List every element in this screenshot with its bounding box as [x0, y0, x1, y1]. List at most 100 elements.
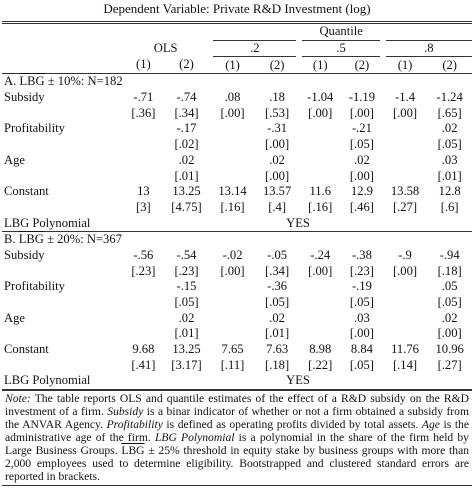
empty-cell — [2, 23, 124, 41]
empty-cell — [2, 168, 124, 184]
empty-cell — [2, 137, 124, 153]
standard-error: [3] — [136, 199, 151, 214]
empty-cell — [383, 137, 428, 153]
note-segment: Profitability — [106, 417, 163, 431]
panel-label: B. LBG ± 20%: N=367 — [2, 230, 472, 248]
empty-cell — [299, 168, 341, 184]
coefficient: -.02 — [222, 247, 243, 262]
row-name: LBG Polynomial — [2, 215, 124, 232]
column-number: (1) — [124, 56, 163, 75]
polynomial-value: YES — [124, 373, 472, 390]
empty-cell — [299, 326, 341, 342]
empty-cell — [2, 40, 124, 57]
standard-error: [.02] — [174, 137, 199, 152]
coefficient: -1.19 — [348, 90, 376, 105]
coefficient: -.56 — [133, 247, 154, 262]
empty-cell — [383, 326, 428, 342]
panel-label-row: B. LBG ± 20%: N=367 — [2, 230, 472, 248]
coefficient: 7.65 — [221, 342, 244, 357]
row-name: Constant — [4, 342, 49, 357]
standard-error: [.00] — [220, 263, 245, 278]
empty-cell — [210, 279, 255, 295]
coefficient-row: Profitability -.15 -.36 -.19 .05 — [2, 279, 472, 295]
standard-error-row: [.01] [.00] [.00] [.01] — [2, 168, 472, 184]
row-name: Constant — [4, 184, 49, 199]
standard-error: [.05] — [349, 357, 374, 372]
empty-cell — [210, 326, 255, 342]
coefficient: .02 — [269, 152, 285, 167]
coefficient: 13.25 — [172, 342, 201, 357]
standard-error: [.11] — [220, 357, 245, 372]
standard-error: [.46] — [349, 199, 374, 214]
empty-cell — [299, 310, 341, 326]
panel-label-row: A. LBG ± 10%: N=182 — [2, 74, 472, 90]
note-segment: is defined as operating profits divided … — [162, 417, 422, 431]
standard-error: [.00] — [349, 168, 374, 183]
standard-error-row: [3] [4.75] [.16] [.4] [.16] [.46] [.27] [.6] — [2, 200, 472, 216]
standard-error: [3.17] — [171, 357, 202, 372]
panel-prefix: B. — [4, 232, 16, 247]
empty-cell — [124, 326, 163, 342]
note-segment: ± 25% threshold in equity stake by busin… — [5, 443, 470, 483]
row-name: Profitability — [4, 279, 65, 294]
coefficient: 13.14 — [218, 184, 247, 199]
empty-cell — [383, 279, 428, 295]
coefficient: .18 — [269, 90, 285, 105]
standard-error: [.34] — [174, 105, 199, 120]
coefficient: .03 — [441, 152, 458, 167]
coefficient: 12.8 — [438, 184, 461, 199]
coefficient: -.36 — [267, 279, 288, 294]
coefficient-row: Age .02 .02 .02 .03 — [2, 153, 472, 169]
panel-suffix: ± 20%: N=367 — [47, 232, 122, 247]
standard-error: [.00] — [392, 105, 418, 120]
standard-error: [.00] — [392, 263, 418, 278]
coefficient: .02 — [441, 310, 458, 325]
coefficient: -.71 — [133, 90, 154, 105]
coefficient: .02 — [269, 310, 285, 325]
empty-cell — [124, 137, 163, 153]
empty-cell — [383, 168, 428, 184]
standard-error: [.05] — [437, 295, 462, 310]
note-segment: Age — [421, 417, 440, 431]
empty-cell — [210, 153, 255, 169]
standard-error: [.00] — [308, 105, 333, 120]
standard-error: [.00] — [265, 137, 290, 152]
standard-error: [.41] — [131, 357, 156, 372]
standard-error: [.65] — [437, 105, 462, 120]
standard-error: [.16] — [308, 199, 333, 214]
coefficient: 13.25 — [172, 184, 201, 199]
coefficient-row: Age .02 .02 .03 .02 — [2, 310, 472, 326]
empty-cell — [383, 153, 428, 169]
row-name: Age — [4, 310, 25, 325]
coefficient: -1.04 — [307, 90, 334, 105]
standard-error: [.23] — [174, 263, 199, 278]
empty-cell — [124, 295, 163, 311]
standard-error: [.05] — [437, 137, 462, 152]
panel-overlined: LBG — [18, 232, 44, 247]
empty-cell — [124, 168, 163, 184]
table-title: Dependent Variable: Private R&D Investme… — [103, 1, 371, 16]
empty-cell — [210, 310, 255, 326]
empty-cell — [2, 326, 124, 342]
standard-error: [.01] — [174, 168, 199, 183]
standard-error: [.00] — [349, 326, 374, 341]
standard-error: [.22] — [308, 357, 333, 372]
coefficient: -.17 — [176, 121, 197, 136]
standard-error: [.23] — [131, 263, 156, 278]
empty-cell — [210, 137, 255, 153]
empty-cell — [210, 121, 255, 137]
standard-error: [.18] — [265, 357, 290, 372]
column-number: (1) — [382, 56, 428, 75]
note-segment: The table reports OLS and quantile estim… — [5, 391, 469, 418]
header-row: Quantile — [2, 22, 472, 41]
coefficient: 8.98 — [309, 342, 332, 357]
standard-error: [.00] — [265, 168, 290, 183]
coefficient: 10.96 — [435, 342, 464, 357]
coefficient: .02 — [178, 152, 195, 167]
standard-error-row: [.05] [.05] [.05] [.05] — [2, 295, 472, 311]
coefficient: .05 — [441, 279, 458, 294]
empty-cell — [2, 263, 124, 279]
standard-error: [.00] — [349, 105, 374, 120]
column-number: (2) — [254, 56, 300, 75]
